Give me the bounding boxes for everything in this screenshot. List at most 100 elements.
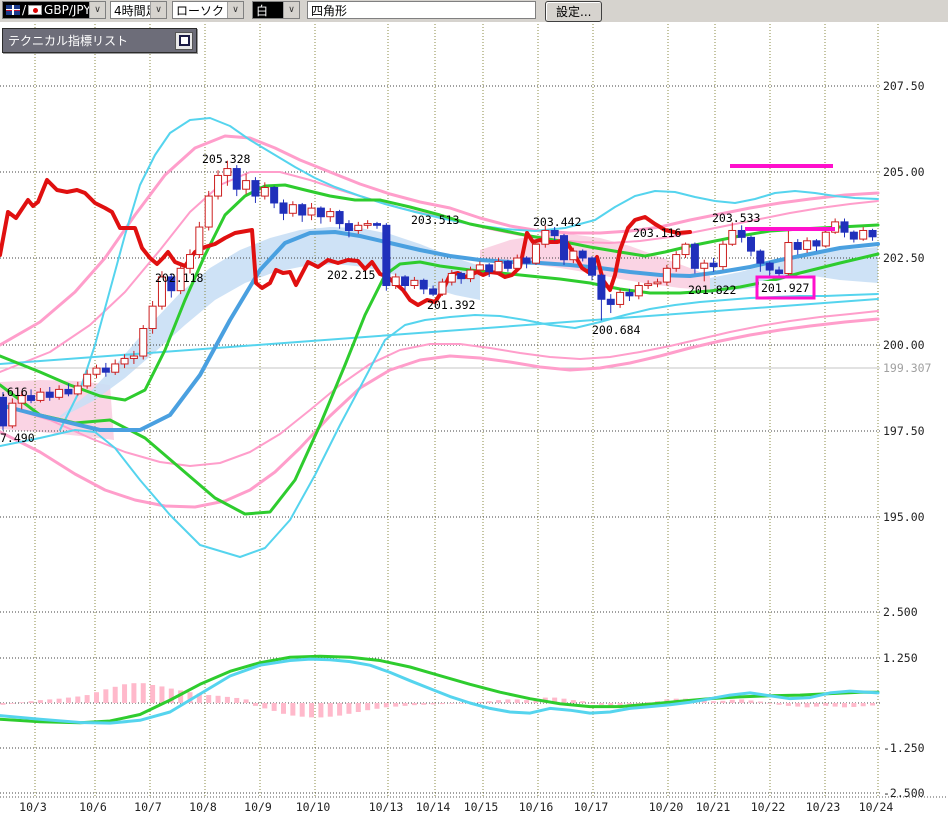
candle-body xyxy=(503,260,512,269)
candle-body xyxy=(606,298,615,305)
macd-histogram-bar xyxy=(589,703,595,704)
macd-histogram-bar xyxy=(112,686,118,703)
candle-body xyxy=(438,281,447,295)
macd-histogram-bar xyxy=(748,700,754,703)
y-axis-label: 207.50 xyxy=(883,79,925,93)
candle-body xyxy=(457,272,466,280)
macd-histogram-bar xyxy=(598,703,604,705)
toolbar: / GBP/JPY ∨ 4時間足 ∨ ローソク ∨ 白 ∨ 四角形 設定... xyxy=(0,0,948,22)
x-axis-label: 10/15 xyxy=(464,800,499,814)
price-annotation: 201.822 xyxy=(688,283,736,297)
pair-separator: / xyxy=(22,3,27,17)
macd-histogram-bar xyxy=(580,701,586,703)
kijun-blue xyxy=(0,230,880,432)
macd-histogram-bar xyxy=(159,686,165,703)
chevron-down-icon[interactable]: ∨ xyxy=(150,2,166,18)
macd-histogram-bar xyxy=(739,699,745,703)
technical-indicator-panel[interactable]: テクニカル指標リスト xyxy=(2,28,197,53)
candle-body xyxy=(157,276,166,307)
candle-body xyxy=(419,279,428,290)
candle-body xyxy=(316,207,325,218)
candle-body xyxy=(616,291,625,305)
x-axis-label: 10/8 xyxy=(189,800,217,814)
x-axis-label: 10/3 xyxy=(19,800,47,814)
timeframe-combo[interactable]: 4時間足 ∨ xyxy=(110,1,167,19)
macd-histogram-bar xyxy=(860,703,866,707)
macd-histogram-bar xyxy=(187,692,193,703)
candle-body xyxy=(204,195,213,228)
candle-body xyxy=(531,243,540,264)
macd-histogram-bar xyxy=(701,700,707,703)
y-axis-label: 2.500 xyxy=(883,605,918,619)
macd-histogram-bar xyxy=(813,703,819,707)
candle-body xyxy=(401,276,410,287)
candle-body xyxy=(700,262,709,269)
candle-body xyxy=(83,373,92,387)
macd-histogram-bar xyxy=(365,703,371,711)
macd-histogram-bar xyxy=(19,702,25,704)
chart-type-combo[interactable]: ローソク ∨ xyxy=(172,1,244,19)
chevron-down-icon[interactable]: ∨ xyxy=(227,2,243,18)
candle-body xyxy=(793,242,802,250)
macd-histogram-bar xyxy=(337,703,343,716)
x-axis-label: 10/14 xyxy=(416,800,451,814)
chevron-down-icon[interactable]: ∨ xyxy=(283,2,299,18)
bollinger-upper-outer xyxy=(0,134,880,347)
ma-green-slow xyxy=(0,252,880,516)
macd-histogram-bar xyxy=(47,699,53,703)
settings-button[interactable]: 設定... xyxy=(545,1,603,22)
macd-histogram-bar xyxy=(299,703,305,717)
macd-histogram-bar xyxy=(711,701,717,703)
macd-histogram-bar xyxy=(281,703,286,714)
candle-body xyxy=(859,229,868,240)
macd-histogram-bar xyxy=(645,702,651,704)
macd-histogram-bar xyxy=(393,703,399,707)
candle-body xyxy=(765,262,774,271)
candle-body xyxy=(821,231,830,247)
macd-histogram-bar xyxy=(290,703,296,716)
candle-body xyxy=(139,328,148,357)
macd-histogram-bar xyxy=(346,703,352,714)
drawing-tool-field[interactable]: 四角形 xyxy=(307,1,536,19)
pair-label: GBP/JPY xyxy=(44,3,89,17)
y-axis-label: 202.50 xyxy=(883,251,925,265)
candle-body xyxy=(849,231,858,240)
macd-histogram-bar xyxy=(608,703,614,707)
macd-histogram-bar xyxy=(0,703,6,705)
candle-body xyxy=(17,395,26,404)
candle-body xyxy=(279,202,288,214)
macd-histogram-bar xyxy=(224,696,230,703)
price-annotation: .616 xyxy=(0,385,28,399)
macd-histogram-bar xyxy=(514,699,520,703)
candle-body xyxy=(73,385,82,395)
chevron-down-icon[interactable]: ∨ xyxy=(89,2,105,18)
macd-histogram-bar xyxy=(318,703,324,718)
drawn-rectangle[interactable] xyxy=(755,275,816,300)
candle-body xyxy=(363,223,372,226)
annotation-bg xyxy=(759,281,812,295)
symbol-combo[interactable]: / GBP/JPY ∨ xyxy=(2,1,106,19)
candle-body xyxy=(672,254,681,269)
timeframe-value: 4時間足 xyxy=(114,3,150,18)
candle-body xyxy=(148,305,157,330)
macd-histogram-bar xyxy=(458,703,464,704)
candle-body xyxy=(242,180,251,190)
candle-body xyxy=(803,240,812,250)
x-axis-label: 10/22 xyxy=(751,800,786,814)
color-combo[interactable]: 白 ∨ xyxy=(252,1,300,19)
candle-body xyxy=(0,396,7,427)
candle-body xyxy=(447,272,456,283)
bollinger-lower-outer xyxy=(0,317,880,509)
candle-body xyxy=(120,357,129,365)
macd-histogram-bar xyxy=(84,695,90,703)
macd-histogram-bar xyxy=(842,703,847,708)
macd-histogram-bar xyxy=(729,699,735,703)
candle-body xyxy=(186,254,194,269)
restore-icon[interactable] xyxy=(175,31,193,50)
panel-title: テクニカル指標リスト xyxy=(8,34,129,48)
price-annotation: 200.684 xyxy=(592,323,641,337)
ichimoku-cloud xyxy=(60,227,480,418)
candle-body xyxy=(36,391,45,401)
